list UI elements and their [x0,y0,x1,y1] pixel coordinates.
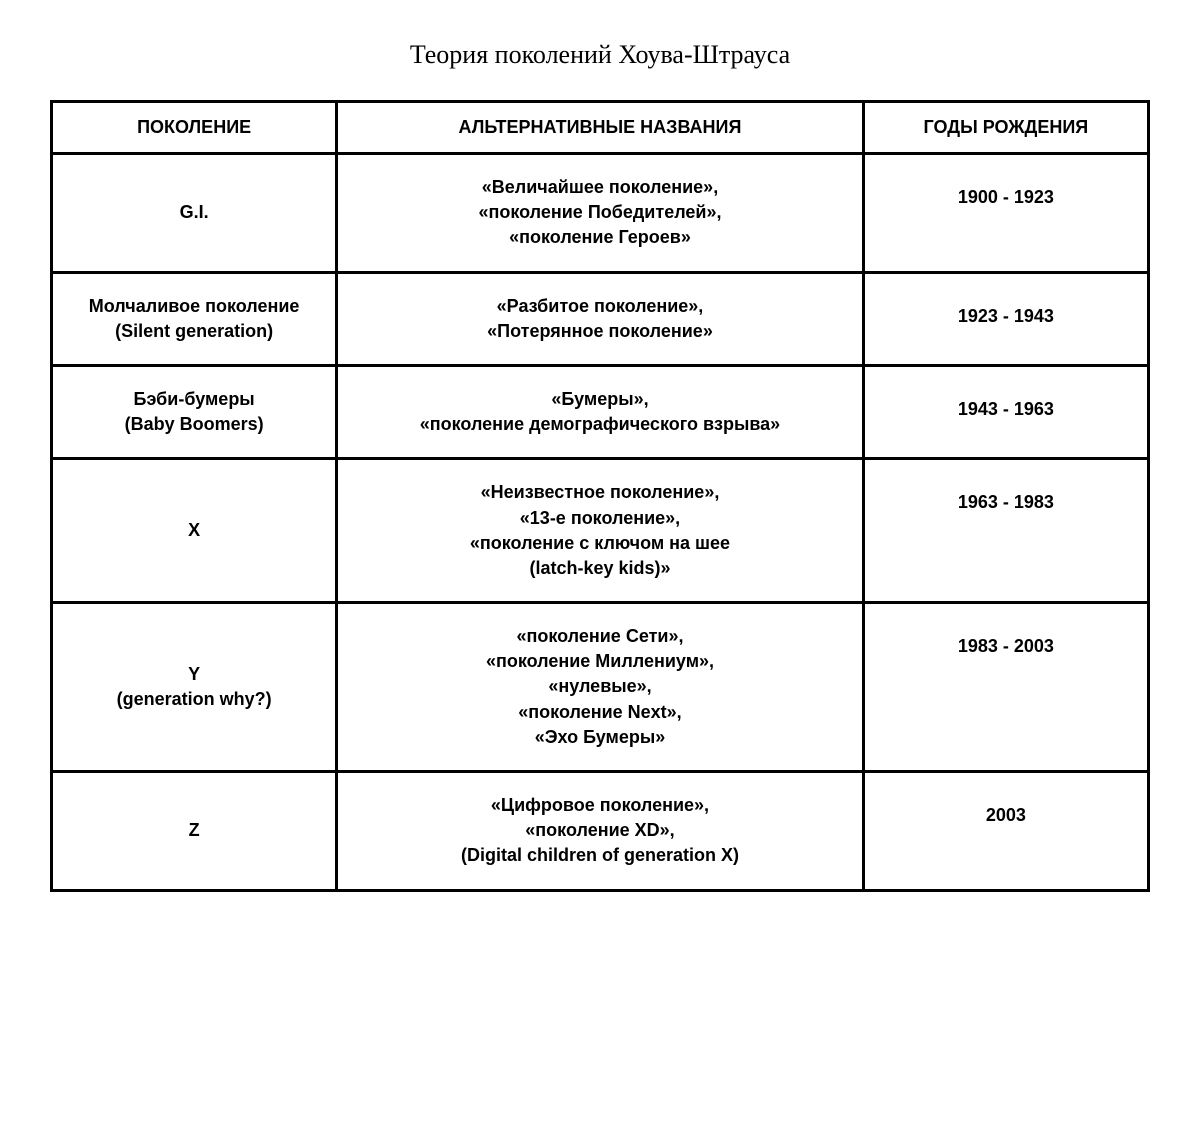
cell-altnames: «Неизвестное поколение», «13-е поколение… [337,459,864,603]
cell-years: 1923 - 1943 [863,272,1148,365]
column-header-generation: ПОКОЛЕНИЕ [52,102,337,154]
column-header-years: ГОДЫ РОЖДЕНИЯ [863,102,1148,154]
cell-altnames: «Цифровое поколение», «поколение XD», (D… [337,772,864,891]
cell-altnames: «Разбитое поколение», «Потерянное поколе… [337,272,864,365]
cell-altnames: «поколение Сети», «поколение Миллениум»,… [337,603,864,772]
table-row: G.I. «Величайшее поколение», «поколение … [52,154,1149,273]
generations-table: ПОКОЛЕНИЕ АЛЬТЕРНАТИВНЫЕ НАЗВАНИЯ ГОДЫ Р… [50,100,1150,892]
table-row: X «Неизвестное поколение», «13-е поколен… [52,459,1149,603]
table-header-row: ПОКОЛЕНИЕ АЛЬТЕРНАТИВНЫЕ НАЗВАНИЯ ГОДЫ Р… [52,102,1149,154]
table-row: Y (generation why?) «поколение Сети», «п… [52,603,1149,772]
cell-years: 1900 - 1923 [863,154,1148,273]
table-row: Бэби-бумеры (Baby Boomers) «Бумеры», «по… [52,365,1149,458]
table-row: Молчаливое поколение (Silent generation)… [52,272,1149,365]
table-row: Z «Цифровое поколение», «поколение XD», … [52,772,1149,891]
cell-altnames: «Бумеры», «поколение демографического вз… [337,365,864,458]
cell-generation: Y (generation why?) [52,603,337,772]
cell-years: 1963 - 1983 [863,459,1148,603]
cell-generation: Бэби-бумеры (Baby Boomers) [52,365,337,458]
cell-years: 1983 - 2003 [863,603,1148,772]
cell-altnames: «Величайшее поколение», «поколение Побед… [337,154,864,273]
cell-generation: G.I. [52,154,337,273]
page-title: Теория поколений Хоува-Штрауса [50,40,1150,70]
cell-generation: Молчаливое поколение (Silent generation) [52,272,337,365]
cell-generation: X [52,459,337,603]
cell-generation: Z [52,772,337,891]
cell-years: 2003 [863,772,1148,891]
cell-years: 1943 - 1963 [863,365,1148,458]
column-header-altnames: АЛЬТЕРНАТИВНЫЕ НАЗВАНИЯ [337,102,864,154]
